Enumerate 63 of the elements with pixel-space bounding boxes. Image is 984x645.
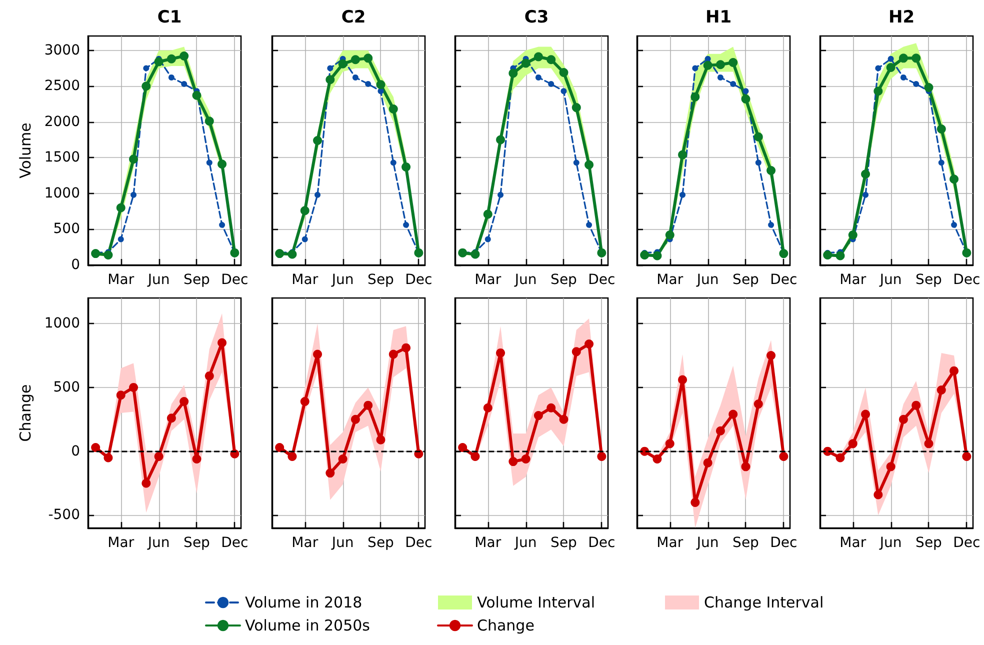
- y-tick-label: 3000: [44, 42, 80, 58]
- x-tick-label: Sep: [368, 535, 394, 551]
- legend-label: Change Interval: [704, 594, 824, 612]
- x-tick-label: Mar: [474, 535, 502, 551]
- x-tick-label: Jun: [696, 272, 719, 288]
- x-tick-label: Jun: [878, 535, 902, 551]
- chart-title: C2: [341, 8, 366, 28]
- legend-label: Change: [477, 616, 534, 634]
- y-axis-title: Change: [16, 384, 34, 442]
- x-tick-label: Jun: [330, 272, 354, 288]
- x-tick-label: Dec: [953, 535, 980, 551]
- x-tick-label: Sep: [368, 272, 394, 288]
- chart-title: H2: [888, 8, 915, 28]
- x-tick-label: Dec: [770, 272, 798, 288]
- x-tick-label: Sep: [550, 535, 578, 551]
- x-tick-label: Dec: [405, 272, 432, 288]
- x-tick-label: Jun: [514, 272, 537, 288]
- y-tick-label: 1000: [44, 316, 80, 332]
- chart-title: C3: [524, 8, 549, 28]
- x-tick-label: Dec: [588, 535, 616, 551]
- x-tick-label: Sep: [184, 272, 210, 288]
- x-tick-label: Mar: [108, 272, 134, 288]
- x-tick-label: Jun: [330, 535, 354, 551]
- x-tick-label: Jun: [146, 535, 170, 551]
- legend-label: Volume in 2018: [245, 594, 362, 612]
- x-tick-label: Sep: [732, 272, 760, 288]
- y-tick-label: 2500: [44, 78, 80, 94]
- chart-title: H1: [705, 8, 732, 28]
- x-tick-label: Jun: [146, 272, 170, 288]
- x-tick-label: Dec: [221, 272, 248, 288]
- x-tick-label: Mar: [108, 535, 134, 551]
- y-tick-label: 1500: [44, 150, 80, 166]
- x-tick-label: Dec: [221, 535, 248, 551]
- x-tick-label: Dec: [953, 272, 980, 288]
- y-tick-label: 500: [53, 379, 80, 396]
- y-tick-label: 0: [71, 257, 80, 273]
- x-tick-label: Jun: [878, 272, 902, 288]
- x-tick-label: Dec: [588, 272, 616, 288]
- x-tick-label: Dec: [405, 535, 432, 551]
- x-tick-label: Sep: [550, 272, 578, 288]
- y-axis-title: Volume: [16, 122, 34, 178]
- x-tick-label: Mar: [292, 535, 318, 551]
- x-tick-label: Sep: [916, 535, 942, 551]
- x-tick-label: Sep: [916, 272, 942, 288]
- x-tick-label: Sep: [184, 535, 210, 551]
- legend-label: Volume Interval: [477, 594, 596, 612]
- x-tick-label: Jun: [514, 535, 537, 551]
- x-tick-label: Mar: [656, 272, 684, 288]
- x-tick-label: Jun: [696, 535, 719, 551]
- x-tick-label: Mar: [656, 535, 684, 551]
- y-tick-label: 2000: [44, 114, 80, 130]
- y-tick-label: 0: [71, 443, 80, 460]
- x-tick-label: Sep: [732, 535, 760, 551]
- legend-label: Volume in 2050s: [245, 616, 370, 634]
- y-tick-label: 1000: [44, 185, 80, 202]
- y-tick-label: -500: [48, 507, 80, 524]
- x-tick-label: Dec: [770, 535, 798, 551]
- chart-title: C1: [157, 8, 182, 28]
- x-tick-label: Mar: [840, 535, 866, 551]
- x-tick-label: Mar: [474, 272, 502, 288]
- x-tick-label: Mar: [292, 272, 318, 288]
- x-tick-label: Mar: [840, 272, 866, 288]
- y-tick-label: 500: [53, 221, 80, 238]
